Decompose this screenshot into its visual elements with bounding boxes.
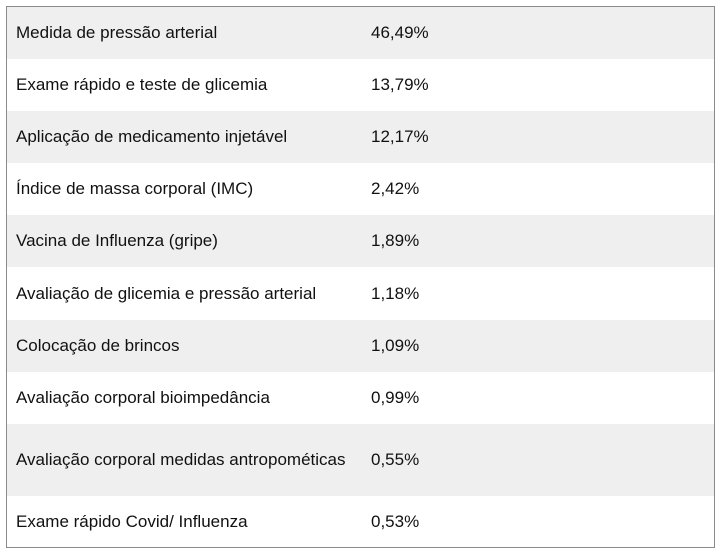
service-name-cell: Índice de massa corporal (IMC)	[16, 179, 254, 198]
service-name-cell: Medida de pressão arterial	[16, 23, 218, 42]
services-table: Medida de pressão arterial 46,49% Exame …	[6, 6, 715, 548]
table-row: Avaliação corporal medidas antropomética…	[7, 424, 714, 496]
table-row: Avaliação de glicemia e pressão arterial…	[7, 267, 714, 320]
table-row: Aplicação de medicamento injetável 12,17…	[7, 111, 714, 163]
table-row: Exame rápido e teste de glicemia 13,79%	[7, 59, 714, 111]
table-row: Avaliação corporal bioimpedância 0,99%	[7, 372, 714, 424]
service-name-cell: Exame rápido e teste de glicemia	[16, 75, 268, 94]
table-row: Índice de massa corporal (IMC) 2,42%	[7, 163, 714, 215]
percentage-cell: 0,99%	[371, 388, 420, 407]
table-row: Vacina de Influenza (gripe) 1,89%	[7, 215, 714, 267]
percentage-cell: 13,79%	[371, 75, 429, 94]
percentage-cell: 1,89%	[371, 231, 420, 250]
percentage-cell: 1,09%	[371, 336, 420, 355]
service-name-cell: Avaliação corporal bioimpedância	[16, 388, 270, 407]
percentage-cell: 0,53%	[371, 511, 420, 531]
service-name-cell: Exame rápido Covid/ Influenza	[16, 511, 248, 531]
service-name-cell: Aplicação de medicamento injetável	[16, 127, 288, 146]
service-name-cell: Vacina de Influenza (gripe)	[16, 231, 218, 250]
table-row: Exame rápido Covid/ Influenza 0,53%	[7, 496, 714, 547]
service-name-cell: Avaliação corporal medidas antropomética…	[16, 450, 346, 469]
percentage-cell: 46,49%	[371, 23, 429, 42]
table-row: Medida de pressão arterial 46,49%	[7, 7, 714, 59]
table-row: Colocação de brincos 1,09%	[7, 320, 714, 372]
percentage-cell: 1,18%	[371, 283, 420, 303]
service-name-cell: Avaliação de glicemia e pressão arterial	[16, 283, 317, 303]
percentage-cell: 12,17%	[371, 127, 429, 146]
percentage-cell: 0,55%	[371, 450, 420, 469]
percentage-cell: 2,42%	[371, 179, 420, 198]
service-name-cell: Colocação de brincos	[16, 336, 180, 355]
